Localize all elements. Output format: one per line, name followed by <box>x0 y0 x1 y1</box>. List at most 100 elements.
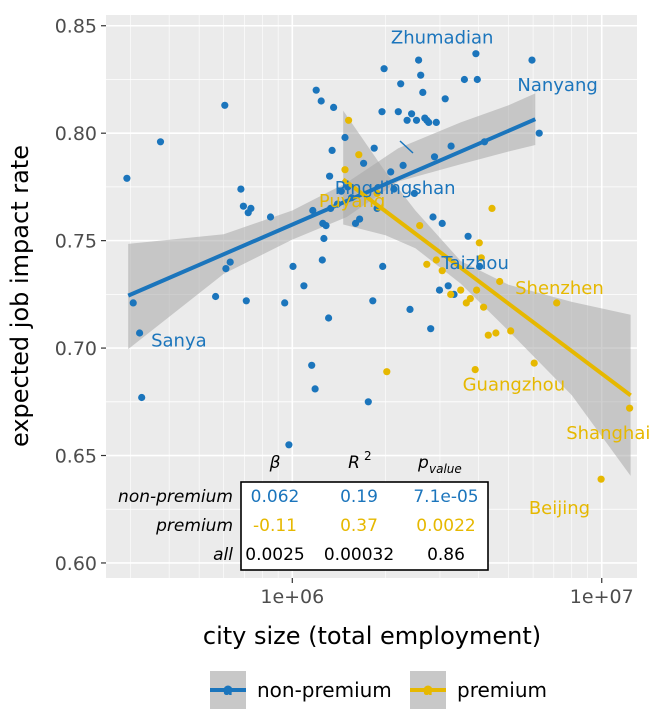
non-premium-point <box>300 282 308 290</box>
non-premium-point <box>419 88 427 96</box>
axes: expected job impact rate city size (tota… <box>6 16 634 650</box>
non-premium-point <box>341 133 349 142</box>
city-label: Taizhou <box>441 253 509 274</box>
non-premium-point <box>312 86 320 94</box>
non-premium-point <box>528 56 536 64</box>
premium-legend-glyph: a <box>423 683 432 699</box>
premium-point <box>480 303 488 311</box>
stats-row-label: all <box>213 545 233 565</box>
non-premium-fit-line <box>127 117 537 298</box>
non-premium-point <box>430 153 439 161</box>
x-tick-label: 1e+06 <box>260 586 324 608</box>
non-premium-point <box>325 314 333 322</box>
non-premium-point <box>378 108 386 116</box>
non-premium-point <box>380 65 388 73</box>
non-premium-point <box>438 219 446 227</box>
stats-row-label: premium <box>155 516 233 536</box>
non-premium-point <box>394 108 402 116</box>
non-premium-point <box>429 213 437 221</box>
non-premium-point <box>328 146 336 154</box>
stats-cell: 0.0022 <box>416 516 475 536</box>
non-premium-point <box>136 329 144 337</box>
non-premium-point <box>320 234 328 243</box>
non-premium-point <box>476 262 484 270</box>
non-premium-point <box>330 103 338 111</box>
non-premium-point <box>464 232 472 240</box>
non-premium-point <box>308 361 316 369</box>
regression-lines <box>127 117 632 397</box>
non-premium-point <box>221 101 229 109</box>
premium-point <box>341 166 349 174</box>
non-premium-point <box>387 168 395 176</box>
stats-cell: 0.0025 <box>245 545 304 565</box>
non-premium-point <box>425 118 433 126</box>
legend: a non-premium a premium <box>210 671 547 709</box>
pingdingshan-leader-line <box>399 140 414 154</box>
premium-point <box>383 368 391 376</box>
premium-point <box>496 277 504 286</box>
city-label: Pingdingshan <box>335 178 456 199</box>
non-premium-point <box>123 174 131 182</box>
non-premium-legend-dot <box>223 685 233 695</box>
non-premium-point <box>390 185 398 193</box>
non-premium-point <box>403 116 411 124</box>
stats-header-r2-superscript: 2 <box>364 449 372 463</box>
non-premium-point <box>406 305 414 313</box>
stats-row-label: non-premium <box>118 487 233 507</box>
non-premium-point <box>427 325 435 333</box>
city-label: Shanghai <box>566 423 650 444</box>
stats-header-r2: R <box>348 453 360 473</box>
non-premium-point <box>281 299 289 307</box>
city-label: Puyang <box>319 191 385 212</box>
non-premium-legend-label: non-premium <box>257 678 392 702</box>
city-label: Guangzhou <box>463 375 566 396</box>
non-premium-point <box>410 189 418 197</box>
non-premium-point <box>417 71 425 79</box>
premium-point <box>507 327 515 335</box>
non-premium-point <box>397 80 405 88</box>
non-premium-point <box>369 297 377 305</box>
stats-cell: 0.37 <box>340 516 378 536</box>
premium-point <box>477 254 485 262</box>
premium-confidence-band <box>343 110 631 476</box>
non-premium-point <box>322 222 330 230</box>
premium-point <box>416 222 424 230</box>
city-label: Beijing <box>529 498 590 519</box>
city-label: Shenzhen <box>515 278 604 299</box>
premium-point <box>530 359 538 367</box>
non-premium-point <box>237 185 245 193</box>
premium-legend-dot <box>423 685 433 695</box>
non-premium-point <box>212 292 220 301</box>
y-tick-label: 0.75 <box>55 231 97 253</box>
non-premium-point <box>460 75 468 84</box>
non-premium-point <box>311 385 319 393</box>
non-premium-point <box>412 116 421 124</box>
non-premium-point <box>447 142 455 150</box>
non-premium-point <box>138 393 146 402</box>
stats-table-box <box>240 481 489 571</box>
premium-point <box>355 151 363 159</box>
data-points <box>123 50 634 483</box>
premium-point <box>597 475 605 483</box>
premium-point <box>492 329 500 337</box>
non-premium-point <box>444 282 452 290</box>
non-premium-point <box>399 161 407 169</box>
stats-cell: 0.19 <box>340 487 378 507</box>
premium-point <box>553 299 561 307</box>
premium-point <box>447 290 455 298</box>
stats-header-p-subscript: value <box>429 462 462 476</box>
city-label: Nanyang <box>517 75 597 96</box>
non-premium-point <box>285 441 293 449</box>
non-premium-point <box>156 138 165 146</box>
premium-point <box>466 295 474 303</box>
non-premium-point <box>379 262 387 270</box>
non-premium-point <box>408 110 416 118</box>
non-premium-point <box>326 172 334 180</box>
premium-legend-label: premium <box>457 678 547 702</box>
y-tick-label: 0.80 <box>55 123 97 145</box>
premium-point <box>473 286 481 294</box>
premium-point <box>457 286 465 294</box>
stats-cell: 0.00032 <box>324 545 394 565</box>
non-premium-point <box>360 159 368 167</box>
stats-cell: -0.11 <box>253 516 297 536</box>
